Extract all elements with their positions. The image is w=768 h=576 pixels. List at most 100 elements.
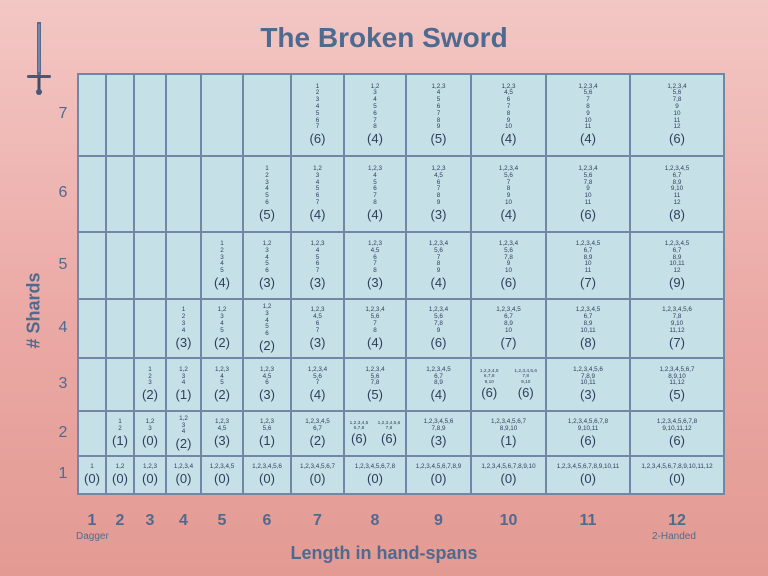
cell-count: (8) [580, 334, 596, 350]
cell-break-points: 1,2,3,4,5,6,7,8,9,10,11,12 [641, 463, 713, 471]
cell-break-points: 1,2 [115, 463, 125, 471]
cell-count: (1) [112, 432, 128, 448]
cell-break-points: 1,2,3 4,5 6 7 8 [367, 239, 382, 275]
cell-count: (0) [669, 470, 685, 486]
cell-break-points: 1,2,3,4 5,6 7 8 9 10 11 [578, 82, 598, 131]
grid-cell: 1,2,3,4,5 6,7,8 (6) 1,2,3,4,5,6 7,8 (6) [345, 412, 405, 455]
grid-cell: 1,2,3 4,5 6 7 (3) [292, 300, 343, 357]
cell-count: (2) [214, 387, 230, 403]
cell-count: (2) [309, 432, 326, 448]
cell-break-points: 1,2,3 [142, 463, 157, 471]
cell-count: (6) [517, 384, 534, 400]
sword-icon [27, 22, 51, 95]
grid-cell: 1,2,3,4,5 6,7 8,9 (4) [407, 359, 470, 410]
cell-half: 1,2,3,4,5,6 7,8 (6) [378, 421, 401, 446]
cell-count: (4) [214, 274, 230, 290]
y-tick-label: 7 [58, 105, 68, 122]
cell-break-points: 1,2,3,4 5,6 7 [307, 365, 328, 387]
cell-break-points: 1,2,3,4,5,6,7,8,9,10,11 [556, 463, 620, 471]
y-tick-label: 4 [58, 318, 68, 336]
grid-cell: 1 (0) [79, 457, 105, 493]
cell-count: (5) [669, 387, 685, 403]
cell-break-points: 1,2,3,4 5,6 7,8 [365, 365, 385, 387]
grid-cell: 1,2,3,4 5,6 7,8 9 10 11 (6) [547, 157, 629, 231]
grid-cell: 1,2,3,4 5,6 7 8 9 10 11 (4) [547, 75, 629, 155]
cell-break-points: 1,2,3,4,5,6,7,8 [354, 463, 396, 471]
cell-count: (6) [669, 432, 685, 448]
grid-cell: 1,2,3 4 5 6 7 (3) [292, 233, 343, 298]
grid-cell: 1,2,3,4,5,6,7,8,9,10,11,12 (0) [631, 457, 723, 493]
cell-count: (6) [309, 131, 326, 147]
grid-cell: 1,2,3,4,5,6,7,8,9,10,11 (0) [547, 457, 629, 493]
grid-cell: 1 2 3 4 5 (4) [202, 233, 242, 298]
cell-break-points: 1,2 3 4 [179, 365, 188, 387]
grid-cell: 1,2 3 4 5 6 (3) [244, 233, 290, 298]
x-tick-label: 1 [87, 512, 97, 529]
grid-cell: 1,2,3 4,5 6 7 8 (3) [345, 233, 405, 298]
cell-break-points: 1,2,3,4,5,6,7,8 9,10,11 [567, 418, 609, 432]
cell-count: (4) [367, 334, 383, 350]
cell-break-points: 1,2,3,4,5 6,7 8,9 [426, 365, 451, 387]
cell-count: (3) [259, 387, 275, 403]
cell-break-points: 1,2,3,4 5,6 7,8 9 [428, 306, 449, 334]
y-tick-label: 1 [58, 465, 68, 482]
cell-break-points: 1,2 3 4 5 6 [262, 302, 272, 338]
cell-break-points: 1,2 3 4 5 [217, 306, 227, 334]
cell-count: (3) [430, 432, 447, 448]
cell-count: (6) [381, 431, 397, 447]
grid-cell: 1,2,3 4 5 6 7 8 9 (5) [407, 75, 470, 155]
cell-break-points: 1 2 3 [148, 365, 152, 387]
grid-cell: 1,2,3,4,5,6 (0) [244, 457, 290, 493]
grid-cell: 1 2 3 (2) [135, 359, 165, 410]
cell-break-points: 1,2,3,4,5,6,7,8,9 [415, 463, 462, 471]
cell-break-points: 1,2,3,4,5,6 7,8 9,10 [514, 369, 538, 385]
grid-cell: 1,2,3,4,5,6,7 8,9,10 11,12 (5) [631, 359, 723, 410]
cell-break-points: 1,2 3 [145, 418, 155, 432]
cell-break-points: 1,2,3,4,5,6 7,8 9,10 11,12 [662, 306, 692, 334]
grid-cell: 1 2 3 4 5 6 7 (6) [292, 75, 343, 155]
grid-cell: 1,2,3 4,5 6 (3) [244, 359, 290, 410]
cell-break-points: 1,2 3 4 5 6 7 8 [370, 82, 380, 131]
cell-count: (0) [367, 470, 383, 486]
dagger-note: Dagger [76, 531, 109, 542]
cell-count: (6) [580, 206, 596, 222]
cell-break-points: 1,2,3,4 5,6 7,8 9 10 11 [578, 165, 598, 207]
grid-cell: 1,2,3 4,5 6 7 8 9 (3) [407, 157, 470, 231]
cell-break-points: 1,2,3 4,5 6 [259, 365, 274, 387]
cell-break-points: 1,2,3,4,5,6 7,8,9 10,11 [573, 365, 603, 387]
x-tick-label: 5 [217, 512, 227, 529]
cell-count: (0) [259, 470, 275, 486]
cell-half: 1,2,3,4,5,6 7,8 9,10 (6) [514, 369, 537, 400]
cell-break-points: 1,2,3,4,5,6 7,8,9 [423, 418, 454, 432]
grid-cell: 1,2,3,4 5,6 7,8 (5) [345, 359, 405, 410]
x-tick-label: 2 [115, 512, 125, 529]
cell-break-points: 1,2,3,4,5 6,7 8,9 10 [496, 306, 521, 334]
cell-break-points: 1,2,3,4,5 6,7 8,9 10,11 12 [664, 239, 690, 275]
cell-break-points: 1,2,3,4,5 [209, 463, 235, 471]
y-tick-label: 5 [58, 255, 68, 273]
cell-break-points: 1,2,3,4,5 6,7 8,9 10 11 [575, 239, 601, 275]
grid-cell: 1,2,3 4,5 (3) [202, 412, 242, 455]
grid-cell: 1,2,3,4,5 6,7 8,9 10 11 (7) [547, 233, 629, 298]
grid-cell: 1,2,3,4,5 6,7,8 9,10 (6) 1,2,3,4,5,6 7,8 9… [472, 359, 545, 410]
grid-cell: 1,2,3,4,5,6 7,8,9 (3) [407, 412, 470, 455]
grid-cell: 1,2 3 4 5 6 7 8 (4) [345, 75, 405, 155]
cell-count: (0) [112, 470, 128, 486]
grid-cell: 1,2 (0) [107, 457, 133, 493]
x-tick-label: 7 [313, 512, 322, 529]
cell-count: (4) [367, 206, 383, 222]
cell-count: (6) [351, 431, 367, 447]
cell-break-points: 1,2,3 4,5 [214, 418, 229, 432]
grid-cell: 1,2,3 4 5 (2) [202, 359, 242, 410]
cell-count: (6) [580, 432, 596, 448]
cell-break-points: 1,2,3 4 5 6 7 8 9 [431, 82, 446, 131]
x-tick-label: 9 [434, 512, 443, 529]
cell-break-points: 1,2,3 4 5 6 7 [310, 239, 325, 275]
grid-cell: 1,2,3,4 5,6 7 (4) [292, 359, 343, 410]
cell-count: (3) [367, 274, 383, 290]
cell-count: (5) [367, 387, 383, 403]
cell-count: (3) [214, 432, 230, 448]
cell-count: (1) [500, 432, 517, 448]
cell-count: (3) [309, 274, 326, 290]
